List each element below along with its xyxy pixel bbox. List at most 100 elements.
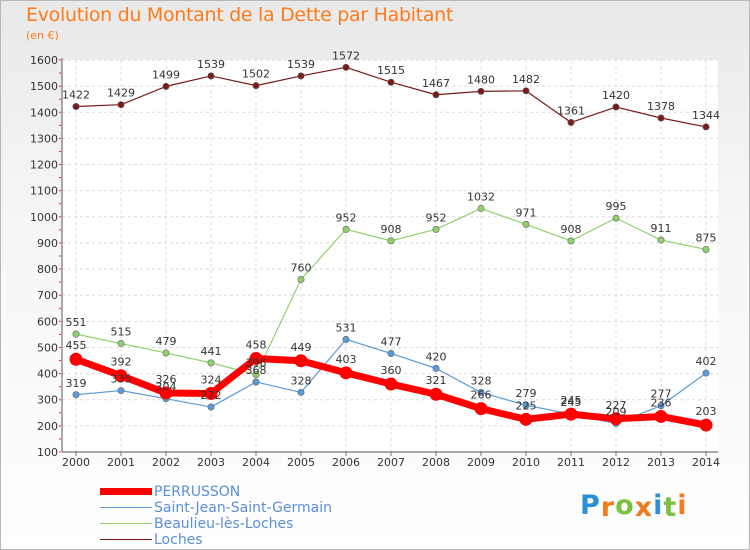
data-point-beaulieu-les-loches	[657, 236, 665, 244]
y-tick-label: 300	[37, 394, 58, 407]
data-label: 319	[66, 377, 87, 390]
data-point-perrusson	[474, 402, 488, 416]
data-point-beaulieu-les-loches	[702, 245, 710, 253]
logo-letter: t	[663, 492, 678, 523]
data-label: 227	[606, 399, 627, 412]
x-tick-label: 2001	[107, 456, 135, 469]
data-point-loches	[702, 123, 710, 131]
x-tick-label: 2008	[422, 456, 450, 469]
y-tick-label: 800	[37, 263, 58, 276]
logo-letter: x	[634, 492, 654, 523]
data-point-loches	[252, 82, 260, 90]
data-label: 1420	[602, 89, 630, 102]
data-point-beaulieu-les-loches	[387, 237, 395, 245]
data-label: 449	[291, 341, 312, 354]
data-label: 1499	[152, 68, 180, 81]
x-tick-label: 2005	[287, 456, 315, 469]
proxiti-logo: Proxiti	[580, 490, 688, 523]
data-point-loches	[342, 63, 350, 71]
data-point-saint-jean-saint-germain	[207, 403, 215, 411]
data-label: 971	[516, 206, 537, 219]
data-point-perrusson	[654, 409, 668, 423]
data-label: 875	[696, 231, 717, 244]
x-tick-label: 2003	[197, 456, 225, 469]
data-label: 952	[426, 211, 447, 224]
legend-label-perrusson: PERRUSSON	[154, 484, 241, 500]
data-point-saint-jean-saint-germain	[477, 388, 485, 396]
y-tick-label: 100	[37, 446, 58, 459]
data-point-perrusson	[609, 412, 623, 426]
data-point-saint-jean-saint-germain	[252, 378, 260, 386]
legend-swatch-loches	[100, 539, 152, 540]
data-point-loches	[162, 82, 170, 90]
data-label: 402	[696, 355, 717, 368]
data-label: 328	[291, 374, 312, 387]
data-point-loches	[207, 72, 215, 80]
x-tick-label: 2014	[692, 456, 720, 469]
y-tick-label: 1100	[30, 185, 58, 198]
data-point-perrusson	[384, 377, 398, 391]
data-label: 1032	[467, 190, 495, 203]
data-label: 441	[201, 345, 222, 358]
data-point-loches	[117, 101, 125, 109]
x-tick-label: 2007	[377, 456, 405, 469]
data-point-saint-jean-saint-germain	[657, 402, 665, 410]
data-label: 1482	[512, 73, 540, 86]
data-label: 551	[66, 316, 87, 329]
data-label: 396	[246, 357, 267, 370]
data-point-loches	[432, 91, 440, 99]
x-tick-label: 2002	[152, 456, 180, 469]
y-tick-label: 1600	[30, 54, 58, 67]
data-point-beaulieu-les-loches	[72, 330, 80, 338]
data-label: 531	[336, 321, 357, 334]
x-tick-label: 2013	[647, 456, 675, 469]
data-label: 911	[651, 222, 672, 235]
data-label: 236	[651, 396, 672, 409]
data-point-saint-jean-saint-germain	[297, 388, 305, 396]
data-label: 908	[561, 223, 582, 236]
data-point-beaulieu-les-loches	[297, 276, 305, 284]
data-label: 1378	[647, 100, 675, 113]
y-tick-label: 1200	[30, 159, 58, 172]
data-label: 245	[561, 394, 582, 407]
data-label: 477	[381, 335, 402, 348]
data-point-saint-jean-saint-germain	[522, 401, 530, 409]
y-tick-label: 1500	[30, 80, 58, 93]
data-point-beaulieu-les-loches	[252, 371, 260, 379]
x-tick-label: 2009	[467, 456, 495, 469]
logo-letter: o	[615, 490, 635, 521]
data-label: 1429	[107, 87, 135, 100]
data-point-perrusson	[69, 352, 83, 366]
data-point-beaulieu-les-loches	[477, 204, 485, 212]
data-label: 1572	[332, 49, 360, 62]
x-tick-label: 2012	[602, 456, 630, 469]
data-point-loches	[522, 87, 530, 95]
data-label: 1539	[197, 58, 225, 71]
data-point-loches	[567, 118, 575, 126]
logo-letter: i	[653, 490, 664, 521]
data-label: 1480	[467, 73, 495, 86]
data-point-saint-jean-saint-germain	[117, 387, 125, 395]
data-label: 403	[336, 353, 357, 366]
data-point-loches	[657, 114, 665, 122]
data-point-loches	[477, 87, 485, 95]
data-label: 392	[111, 356, 132, 369]
data-label: 1344	[692, 109, 720, 122]
data-point-perrusson	[204, 386, 218, 400]
data-label: 995	[606, 200, 627, 213]
legend-label-loches: Loches	[154, 532, 203, 548]
y-tick-label: 1300	[30, 132, 58, 145]
x-tick-label: 2011	[557, 456, 585, 469]
data-point-loches	[612, 103, 620, 111]
data-label: 1539	[287, 58, 315, 71]
data-label: 335	[111, 373, 132, 386]
legend-label-beaulieu-les-loches: Beaulieu-lès-Loches	[154, 516, 294, 532]
data-point-loches	[72, 103, 80, 111]
data-label: 1515	[377, 64, 405, 77]
y-tick-label: 500	[37, 341, 58, 354]
data-point-perrusson	[429, 387, 443, 401]
data-label: 209	[606, 406, 627, 419]
data-label: 266	[471, 389, 492, 402]
x-tick-label: 2006	[332, 456, 360, 469]
